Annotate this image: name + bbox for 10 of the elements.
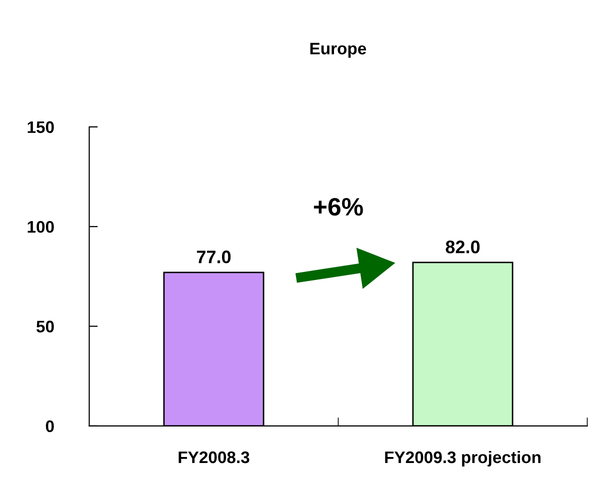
annotation: +6%: [314, 198, 363, 216]
x-tick-label: FY2008.3: [178, 451, 250, 464]
y-tick-label: 0: [46, 420, 54, 432]
data-label: 77.0: [196, 250, 231, 264]
y-tick-label: 150: [28, 121, 54, 134]
y-tick-label: 50: [36, 320, 54, 332]
data-label: 82.0: [446, 240, 480, 254]
chart-title: Europe: [310, 42, 366, 58]
x-tick-label: FY2009.3 projection: [385, 450, 540, 466]
y-tick-label: 100: [28, 220, 54, 233]
